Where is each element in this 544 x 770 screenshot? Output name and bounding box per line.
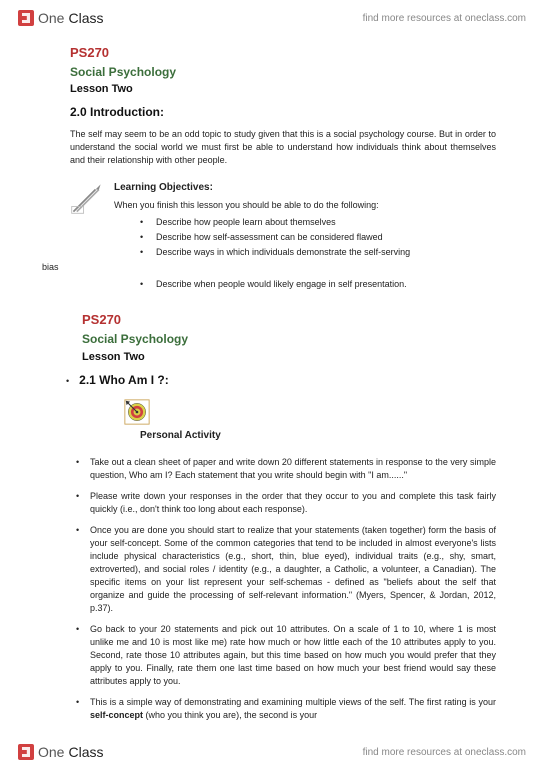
bullet-icon: • (66, 375, 69, 388)
course-title: Social Psychology (70, 64, 496, 81)
objectives-list-cont: Describe when people would likely engage… (114, 278, 496, 291)
activity-heading: Personal Activity (140, 429, 496, 444)
header-tagline: find more resources at oneclass.com (363, 13, 526, 24)
learning-objectives: Learning Objectives: When you finish thi… (70, 181, 496, 292)
list-item: Describe how self-assessment can be cons… (136, 231, 496, 244)
course-code: PS270 (70, 44, 496, 63)
section-number: 2.0 Introduction: (70, 104, 496, 121)
text-suffix: (who you think you are), the second is y… (143, 710, 317, 720)
list-item: Describe how people learn about themselv… (136, 216, 496, 229)
bold-term: self-concept (90, 710, 143, 720)
course-code: PS270 (82, 311, 496, 330)
section-2-header: PS270 Social Psychology Lesson Two • 2.1… (82, 311, 496, 389)
list-item: Take out a clean sheet of paper and writ… (76, 456, 496, 482)
course-title: Social Psychology (82, 331, 496, 348)
intro-paragraph: The self may seem to be an odd topic to … (70, 128, 496, 167)
target-icon (124, 399, 150, 425)
objectives-lead: When you finish this lesson you should b… (114, 199, 496, 212)
objectives-heading: Learning Objectives: (114, 181, 496, 196)
brand-text-2: Class (68, 10, 103, 26)
list-item: Go back to your 20 statements and pick o… (76, 623, 496, 688)
list-item: Describe ways in which individuals demon… (136, 246, 496, 259)
brand-text-1: One (38, 744, 64, 760)
list-item: This is a simple way of demonstrating an… (76, 696, 496, 722)
pencil-icon (70, 181, 104, 215)
bias-tail: bias (42, 261, 496, 274)
document-body: PS270 Social Psychology Lesson Two 2.0 I… (70, 44, 496, 730)
brand-logo: OneClass (18, 744, 103, 760)
list-item: Once you are done you should start to re… (76, 524, 496, 615)
brand-text-2: Class (68, 744, 103, 760)
brand-icon (18, 10, 34, 26)
brand-logo: OneClass (18, 10, 103, 26)
lesson-label: Lesson Two (70, 82, 496, 98)
list-item: Please write down your responses in the … (76, 490, 496, 516)
list-item: Describe when people would likely engage… (136, 278, 496, 291)
page-footer: OneClass find more resources at oneclass… (0, 734, 544, 770)
section-1-header: PS270 Social Psychology Lesson Two 2.0 I… (70, 44, 496, 122)
brand-text-1: One (38, 10, 64, 26)
page-header: OneClass find more resources at oneclass… (0, 0, 544, 36)
brand-icon (18, 744, 34, 760)
objectives-list: Describe how people learn about themselv… (114, 216, 496, 259)
footer-tagline: find more resources at oneclass.com (363, 747, 526, 758)
activity-list: Take out a clean sheet of paper and writ… (76, 456, 496, 723)
text-prefix: This is a simple way of demonstrating an… (90, 697, 496, 707)
section-number: 2.1 Who Am I ?: (79, 372, 169, 389)
lesson-label: Lesson Two (82, 350, 496, 366)
